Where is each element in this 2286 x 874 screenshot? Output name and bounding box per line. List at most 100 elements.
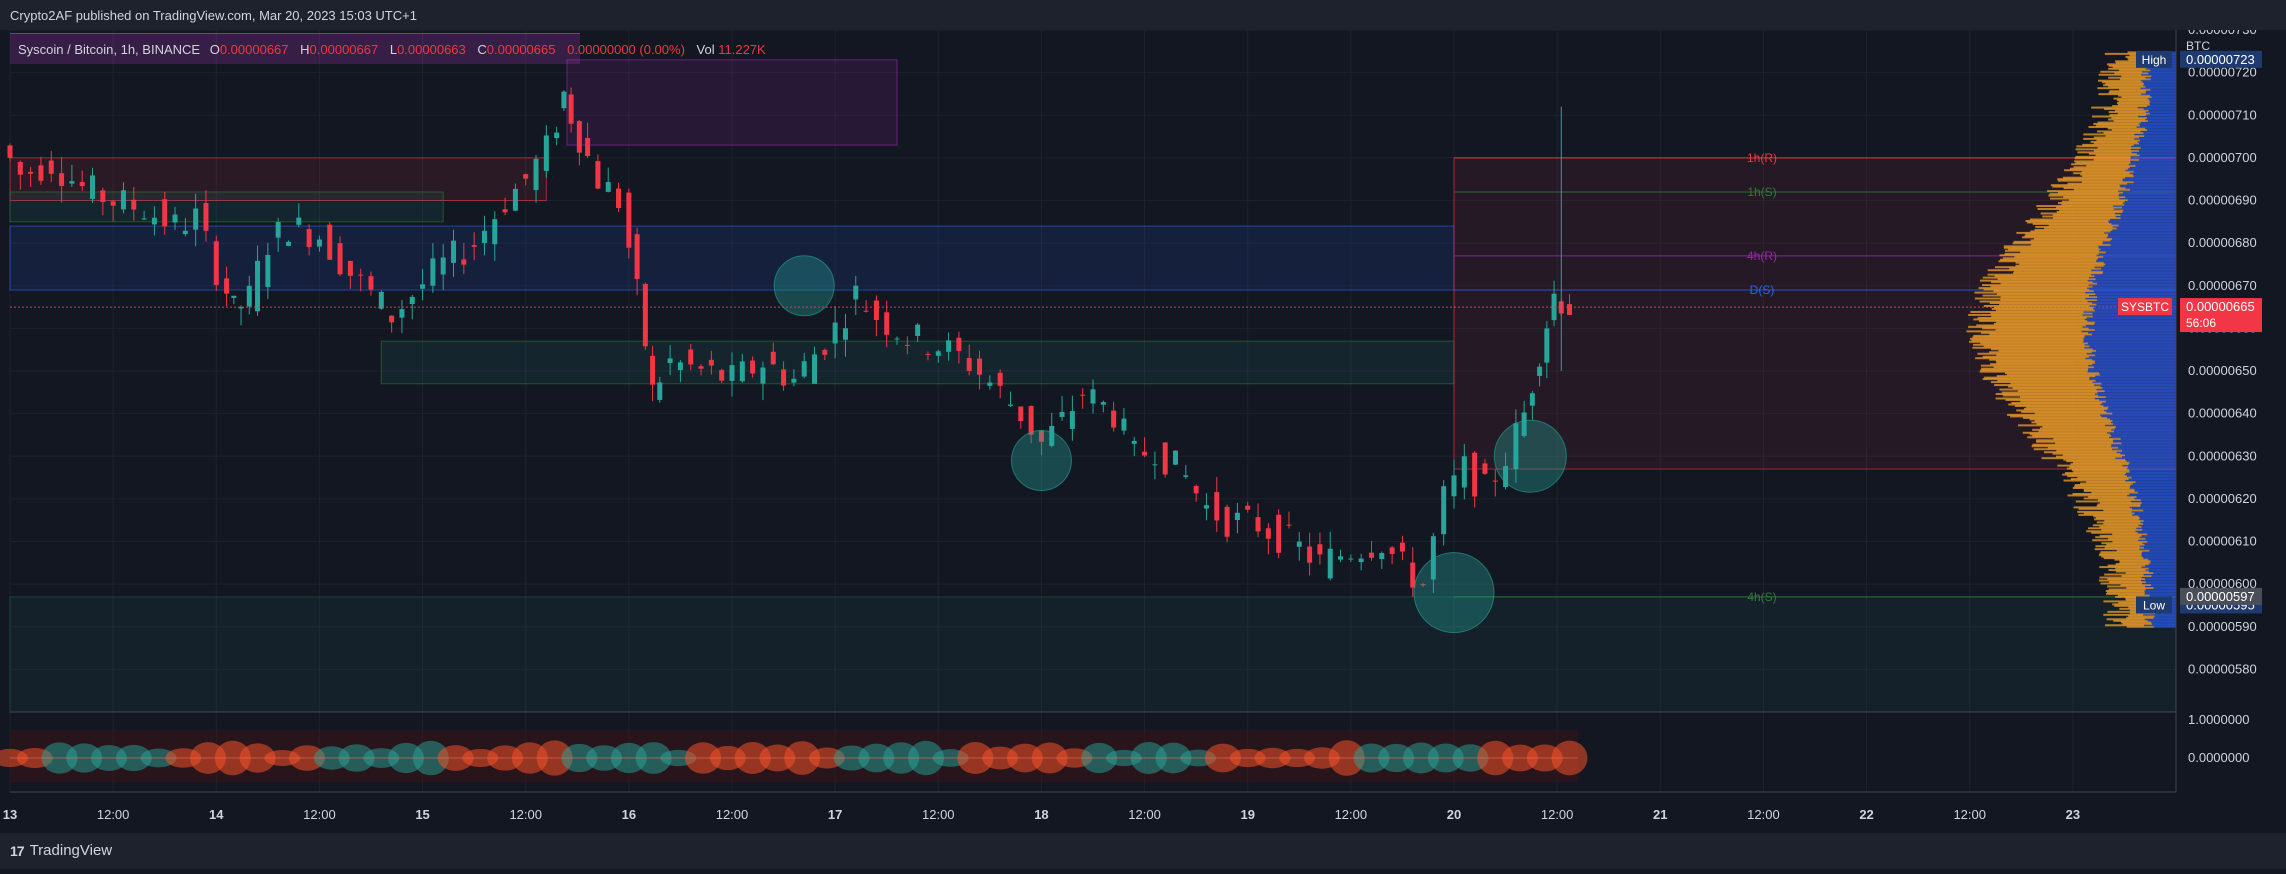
volume-profile-bar bbox=[2139, 516, 2176, 519]
price-axis[interactable] bbox=[2176, 30, 2286, 792]
volume-profile-bar bbox=[2140, 130, 2176, 133]
volume-profile-bar bbox=[1973, 334, 2085, 337]
volume-profile-bar bbox=[2140, 521, 2176, 524]
volume-profile-bar bbox=[2139, 545, 2176, 548]
volume-profile-bar bbox=[2151, 96, 2176, 99]
legend-high-key: H bbox=[300, 42, 310, 57]
candle-body bbox=[430, 258, 436, 286]
volume-profile-bar bbox=[1989, 333, 2092, 336]
volume-profile-bar bbox=[2125, 479, 2176, 482]
candle-body bbox=[172, 214, 178, 223]
volume-profile-bar bbox=[2141, 73, 2176, 76]
volume-profile-bar bbox=[1982, 327, 2089, 330]
volume-profile-bar bbox=[2081, 181, 2134, 184]
volume-profile-bar bbox=[2078, 513, 2133, 516]
volume-profile-bar bbox=[2104, 52, 2144, 55]
volume-profile-bar bbox=[2115, 457, 2176, 460]
candle-body bbox=[1399, 542, 1405, 552]
volume-profile-bar bbox=[2091, 273, 2176, 276]
candle-body bbox=[1482, 463, 1488, 474]
volume-profile-bar bbox=[2111, 428, 2176, 431]
time-tick-label: 12:00 bbox=[303, 807, 336, 822]
volume-profile-bar bbox=[2083, 133, 2135, 136]
resistance-zone bbox=[9, 157, 547, 201]
volume-profile-bar bbox=[2120, 437, 2176, 440]
volume-profile-bar bbox=[1990, 363, 2093, 366]
volume-profile-bar bbox=[2106, 63, 2145, 66]
pattern-marker bbox=[773, 255, 835, 317]
volume-profile-bar bbox=[2120, 621, 2152, 624]
volume-profile-bar bbox=[2110, 433, 2176, 436]
volume-profile-bar bbox=[2110, 243, 2176, 246]
volume-profile-bar bbox=[1996, 375, 2096, 378]
volume-profile-bar bbox=[2092, 115, 2139, 118]
volume-profile-bar bbox=[2062, 473, 2125, 476]
price-tick-label: 0.00000590 bbox=[2188, 619, 2257, 634]
volume-profile-bar bbox=[1997, 379, 2096, 382]
volume-profile-bar bbox=[2000, 258, 2097, 261]
level-label: 4h(S) bbox=[1747, 590, 1776, 604]
volume-profile-bar bbox=[2145, 91, 2176, 94]
oscillator-tick-label: 0.0000000 bbox=[2188, 750, 2249, 765]
volume-profile-bar bbox=[1995, 360, 2095, 363]
volume-profile-bar bbox=[2107, 416, 2176, 419]
volume-profile-bar bbox=[2098, 246, 2176, 249]
candle-body bbox=[1018, 406, 1024, 421]
time-tick-label: 12:00 bbox=[509, 807, 542, 822]
volume-profile-bar bbox=[2103, 270, 2176, 273]
volume-profile-bar bbox=[2107, 431, 2176, 434]
symbol-legend[interactable]: Syscoin / Bitcoin, 1h, BINANCE O0.000006… bbox=[10, 33, 766, 64]
volume-profile-bar bbox=[2128, 478, 2176, 481]
volume-profile-bar bbox=[2143, 131, 2176, 134]
axis-currency-label: BTC bbox=[2186, 39, 2210, 53]
daily-zone bbox=[9, 225, 1455, 291]
volume-profile-bar bbox=[2066, 467, 2127, 470]
candle-body bbox=[120, 190, 126, 210]
candle-body bbox=[1265, 528, 1271, 539]
candle-body bbox=[1513, 423, 1519, 470]
volume-profile-bar bbox=[2144, 591, 2176, 594]
candle-body bbox=[1131, 440, 1137, 444]
volume-profile-bar bbox=[2150, 69, 2176, 72]
volume-profile-bar bbox=[2119, 193, 2176, 196]
candle-body bbox=[409, 296, 415, 304]
volume-profile-bar bbox=[2140, 121, 2176, 124]
tradingview-logo[interactable]: 17 TradingView bbox=[10, 842, 112, 859]
volume-profile-bar bbox=[2094, 397, 2176, 400]
legend-open-key: O bbox=[209, 42, 220, 57]
volume-profile-bar bbox=[2145, 537, 2176, 540]
volume-profile-bar bbox=[2147, 533, 2176, 536]
candle-body bbox=[946, 340, 952, 352]
volume-profile-bar bbox=[2101, 382, 2176, 385]
volume-profile-bar bbox=[2082, 325, 2176, 328]
volume-profile-bar bbox=[2143, 613, 2176, 616]
volume-profile-bar bbox=[2106, 592, 2145, 595]
candle-body bbox=[554, 132, 560, 139]
candle-body bbox=[634, 234, 640, 279]
volume-profile-bar bbox=[2129, 492, 2176, 495]
time-axis[interactable] bbox=[0, 792, 2286, 833]
volume-profile-bar bbox=[1989, 351, 2092, 354]
volume-profile-bar bbox=[2099, 373, 2176, 376]
volume-profile-bar bbox=[2003, 246, 2099, 249]
volume-profile-bar bbox=[1995, 328, 2095, 331]
volume-profile-bar bbox=[1990, 285, 2093, 288]
price-tick-label: 0.00000630 bbox=[2188, 448, 2257, 463]
volume-profile-bar bbox=[2020, 396, 2106, 399]
volume-profile-bar bbox=[2069, 466, 2129, 469]
volume-profile-bar bbox=[2065, 472, 2127, 475]
volume-profile-bar bbox=[2145, 569, 2176, 572]
volume-profile-bar bbox=[2138, 515, 2176, 518]
volume-profile-bar bbox=[2103, 509, 2144, 512]
volume-profile-bar bbox=[2004, 249, 2100, 252]
volume-profile-bar bbox=[2057, 464, 2123, 467]
volume-profile-bar bbox=[2088, 331, 2176, 334]
candle-body bbox=[523, 174, 529, 179]
candle-body bbox=[1420, 584, 1426, 586]
volume-profile-bar bbox=[2049, 197, 2120, 200]
volume-profile-bar bbox=[2119, 69, 2151, 72]
volume-profile-bar bbox=[1982, 276, 2090, 279]
volume-profile-bar bbox=[2117, 190, 2176, 193]
